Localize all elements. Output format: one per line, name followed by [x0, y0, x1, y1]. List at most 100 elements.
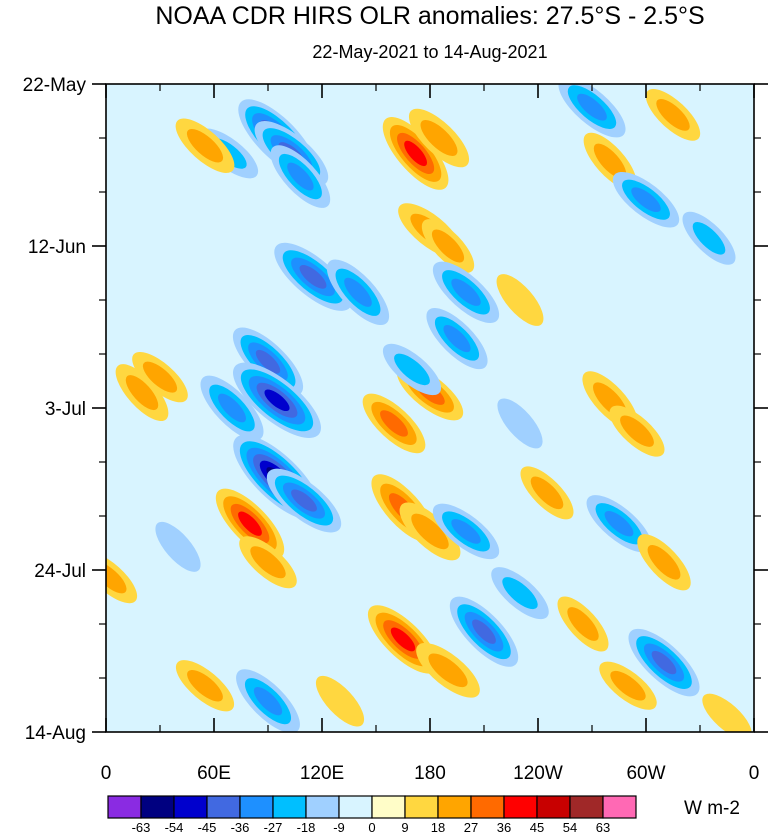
anomaly-feature — [399, 502, 461, 561]
colorbar-label: 45 — [530, 820, 544, 834]
contour-level — [142, 361, 178, 393]
contour-level — [567, 607, 599, 641]
anomaly-feature — [628, 628, 700, 697]
contour-level — [702, 693, 752, 732]
anomaly-feature — [155, 521, 201, 572]
contour-level — [577, 93, 607, 121]
contour-level — [530, 476, 564, 510]
anomaly-feature — [326, 259, 390, 326]
anomaly-feature — [491, 567, 549, 620]
anomaly-feature — [115, 364, 169, 422]
y-tick-label: 24-Jul — [34, 561, 86, 582]
anomaly-feature — [362, 393, 426, 454]
contour-level — [253, 686, 283, 716]
y-tick-label: 3-Jul — [45, 399, 86, 420]
y-tick-label: 14-Aug — [25, 723, 86, 744]
contour-level — [431, 229, 465, 263]
x-tick-label: 180 — [414, 763, 446, 784]
contour-level — [404, 140, 428, 167]
contour-level — [250, 546, 286, 579]
contour-level — [299, 265, 327, 289]
colorbar-label: -9 — [333, 820, 345, 834]
x-tick-label: 60E — [197, 763, 231, 784]
colorbar-label: 27 — [464, 820, 478, 834]
anomaly-feature — [599, 661, 657, 710]
contour-level — [187, 669, 223, 702]
anomaly-feature — [702, 693, 752, 732]
colorbar-swatch — [569, 795, 604, 819]
contour-level — [344, 277, 372, 307]
colorbar-swatch — [140, 795, 175, 819]
anomaly-feature — [215, 488, 285, 559]
contour-level — [411, 513, 449, 550]
colorbar-swatch — [470, 795, 505, 819]
anomaly-feature — [520, 466, 574, 520]
anomaly-feature — [233, 362, 321, 438]
anomaly-feature — [637, 534, 691, 591]
contour-level — [394, 353, 430, 386]
contour-level — [610, 670, 646, 701]
contour-level — [620, 415, 654, 447]
colorbar-label: 9 — [401, 820, 408, 834]
anomaly-feature — [266, 468, 342, 533]
colorbar-label: 0 — [368, 820, 375, 834]
colorbar-swatch — [107, 795, 142, 819]
contour-level — [451, 278, 481, 306]
anomaly-feature — [382, 343, 442, 396]
x-axis: 0 60E 120E 180 120W 60W 0 — [101, 84, 759, 784]
x-tick-label: 120W — [513, 763, 563, 784]
contour-level — [380, 410, 408, 437]
anomaly-feature — [239, 536, 297, 589]
anomaly-feature — [432, 503, 500, 560]
colorbar-swatch — [305, 795, 340, 819]
anomaly-feature — [496, 274, 544, 326]
contour-level — [155, 521, 201, 572]
anomaly-feature — [416, 642, 480, 698]
anomaly-feature — [586, 495, 652, 553]
contour-level — [631, 187, 661, 213]
colorbar-label: 54 — [563, 820, 577, 834]
anomaly-feature — [408, 108, 470, 168]
anomaly-feature — [132, 351, 188, 403]
chart-title: NOAA CDR HIRS OLR anomalies: 27.5°S - 2.… — [155, 2, 704, 30]
anomaly-feature — [175, 660, 235, 712]
anomaly-feature — [557, 596, 609, 652]
x-tick-label: 120E — [300, 763, 344, 784]
anomaly-feature — [421, 219, 475, 273]
anomaly-feature — [432, 261, 500, 323]
heatmap-field — [106, 84, 754, 732]
colorbar-label: 18 — [431, 820, 445, 834]
anomaly-feature — [232, 327, 304, 396]
contour-level — [238, 511, 262, 536]
x-tick-label: 0 — [101, 763, 112, 784]
anomaly-feature — [612, 171, 680, 228]
colorbar-swatch — [602, 795, 637, 819]
anomaly-feature — [609, 405, 665, 457]
colorbar-label: -45 — [198, 820, 217, 834]
anomaly-feature — [106, 552, 138, 604]
anomaly-feature — [497, 398, 543, 449]
colorbar-swatch — [404, 795, 439, 819]
contour-level — [291, 489, 317, 512]
anomaly-feature — [682, 211, 736, 265]
anomaly-feature — [236, 669, 300, 732]
contour-level — [656, 98, 690, 131]
colorbar-units: W m-2 — [684, 798, 740, 819]
contour-level — [428, 653, 468, 688]
colorbar-label: 63 — [596, 820, 610, 834]
contour-level — [420, 119, 458, 157]
colorbar-swatch — [206, 795, 241, 819]
colorbar-label: -63 — [132, 820, 151, 834]
contour-level — [390, 627, 416, 652]
contour-level — [255, 349, 281, 374]
colorbar-label: -36 — [231, 820, 250, 834]
anomaly-feature — [645, 89, 701, 141]
contour-level — [647, 544, 681, 580]
colorbar-label: -27 — [264, 820, 283, 834]
anomaly-feature — [270, 145, 331, 208]
colorbar-swatch — [437, 795, 472, 819]
contour-level — [497, 398, 543, 449]
anomaly-feature — [449, 596, 519, 667]
contour-level — [186, 128, 224, 163]
y-tick-label: 22-May — [23, 75, 87, 96]
